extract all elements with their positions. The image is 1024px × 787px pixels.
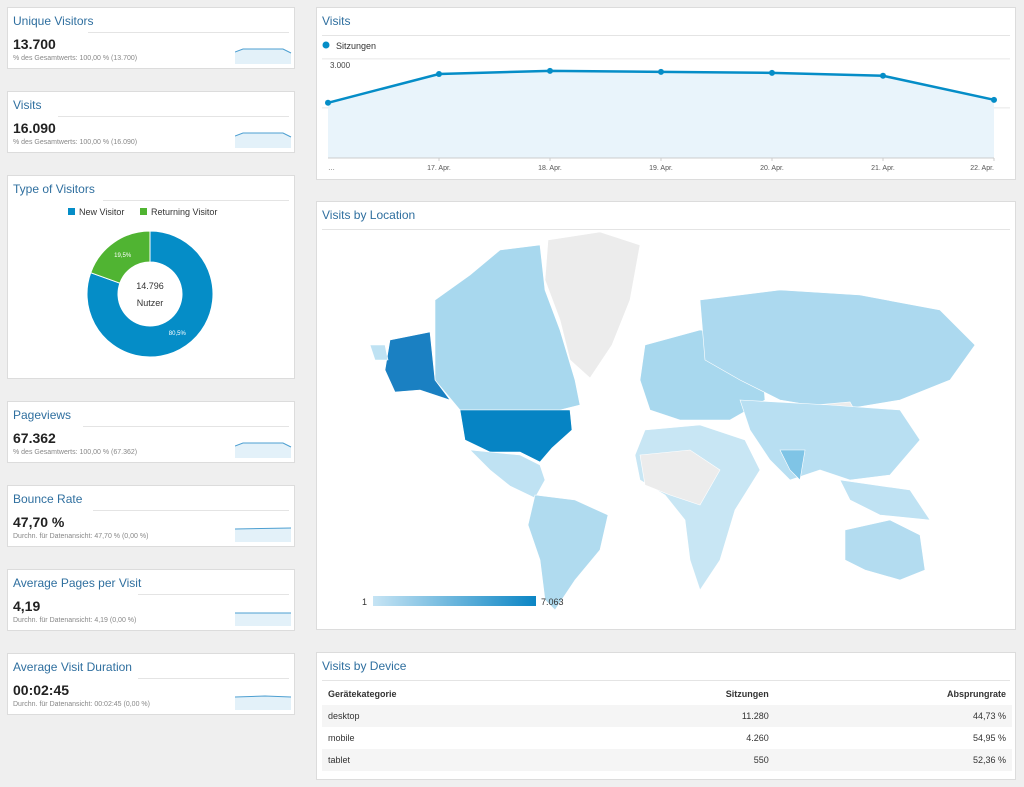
line-title: Visits: [322, 14, 351, 28]
separator: [93, 510, 289, 511]
point: [658, 68, 664, 75]
cell: 54,95 %: [972, 733, 1006, 743]
legend-swatch: [68, 208, 75, 215]
metric-note: % des Gesamtwerts: 100,00 % (13.700): [13, 55, 138, 62]
scale-min-label: 1: [362, 597, 367, 607]
slice-label: 19,5%: [114, 253, 132, 259]
cell: desktop: [322, 705, 592, 727]
metric-note: Durchn. für Datenansicht: 4,19 (0,00 %): [13, 617, 137, 624]
x-tick-label: 19. Apr.: [649, 165, 673, 172]
metric-value: 67.362: [13, 430, 56, 446]
metric-title: Pageviews: [13, 408, 72, 422]
world-map: [369, 231, 976, 611]
metric-value: 4,19: [13, 598, 41, 614]
x-tick-label: 22. Apr.: [970, 165, 994, 172]
metric-card: Average Visit Duration 00:02:45 Durchn. …: [7, 653, 295, 715]
area: [328, 70, 994, 158]
metric-note: % des Gesamtwerts: 100,00 % (16.090): [13, 139, 138, 146]
metric-note: Durchn. für Datenansicht: 47,70 % (0,00 …: [13, 533, 149, 540]
legend-label: Returning Visitor: [151, 207, 217, 217]
metric-title: Average Pages per Visit: [13, 576, 142, 590]
donut-slice: [86, 230, 214, 358]
sparkline: [235, 527, 292, 542]
cell: 44,73 %: [774, 705, 1012, 727]
sparkline: [235, 132, 292, 148]
pie-title: Type of Visitors: [13, 182, 95, 196]
x-tick-label: 21. Apr.: [871, 165, 895, 172]
metric-card: Bounce Rate 47,70 % Durchn. für Datenans…: [7, 485, 295, 547]
legend-swatch: [140, 208, 147, 215]
point: [436, 70, 442, 77]
x-tick-label: 18. Apr.: [538, 165, 562, 172]
x-tick-label: 20. Apr.: [760, 165, 784, 172]
separator: [322, 229, 1010, 230]
point: [880, 72, 886, 79]
scale-max-label: 7.063: [541, 597, 564, 607]
separator: [88, 32, 289, 33]
point: [547, 67, 553, 74]
separator: [322, 35, 1010, 36]
metric-card: Average Pages per Visit 4,19 Durchn. für…: [7, 569, 295, 631]
separator: [83, 426, 289, 427]
table-card: Visits by Device Gerätekategorie Sitzunge…: [316, 652, 1016, 780]
sparkline: [235, 48, 292, 64]
cell: mobile: [328, 733, 355, 743]
table-title: Visits by Device: [322, 659, 407, 673]
center-value: 14.796: [136, 281, 164, 291]
header-cell: Gerätekategorie: [328, 689, 397, 699]
separator: [322, 680, 1010, 681]
separator: [138, 594, 289, 595]
header-cell: Absprungrate: [946, 689, 1006, 699]
metric-value: 00:02:45: [13, 682, 70, 698]
metric-note: Durchn. für Datenansicht: 00:02:45 (0,00…: [13, 701, 150, 708]
separator: [58, 116, 289, 117]
metric-title: Bounce Rate: [13, 492, 83, 506]
separator: [103, 200, 289, 201]
point: [325, 99, 331, 106]
sparkline: [235, 695, 292, 710]
cell: 4.260: [746, 733, 769, 743]
metric-title: Unique Visitors: [13, 14, 94, 28]
legend-label: New Visitor: [79, 207, 124, 217]
color-scale: [373, 596, 536, 606]
point: [769, 69, 775, 76]
cell: 550: [591, 749, 775, 771]
metric-value: 47,70 %: [13, 514, 65, 530]
y-tick-label: 3.000: [330, 61, 351, 70]
cell: 11.280: [591, 705, 775, 727]
x-tick-label: 17. Apr.: [427, 165, 451, 172]
sparkline: [235, 442, 292, 458]
metric-card: Visits 16.090 % des Gesamtwerts: 100,00 …: [7, 91, 295, 153]
device-table: Gerätekategorie Sitzungen Absprungrate des…: [322, 683, 1012, 771]
separator: [138, 678, 289, 679]
metric-card: Pageviews 67.362 % des Gesamtwerts: 100,…: [7, 401, 295, 463]
center-label: Nutzer: [137, 298, 164, 308]
metric-title: Visits: [13, 98, 42, 112]
metric-title: Average Visit Duration: [13, 660, 132, 674]
legend-label: Sitzungen: [336, 41, 376, 51]
slice-label: 80,5%: [169, 331, 187, 337]
metric-value: 16.090: [13, 120, 56, 136]
map-title: Visits by Location: [322, 208, 416, 222]
metric-value: 13.700: [13, 36, 56, 52]
cell: tablet: [322, 749, 592, 771]
legend-marker: [322, 41, 330, 49]
cell: 52,36 %: [774, 749, 1012, 771]
donut-slice: [90, 230, 151, 284]
point: [991, 96, 997, 103]
sparkline: [235, 612, 291, 626]
x-tick-label: …: [328, 165, 335, 172]
header-cell: Sitzungen: [725, 689, 769, 699]
metric-card: Unique Visitors 13.700 % des Gesamtwerts…: [7, 7, 295, 69]
metric-note: % des Gesamtwerts: 100,00 % (67.362): [13, 449, 138, 456]
